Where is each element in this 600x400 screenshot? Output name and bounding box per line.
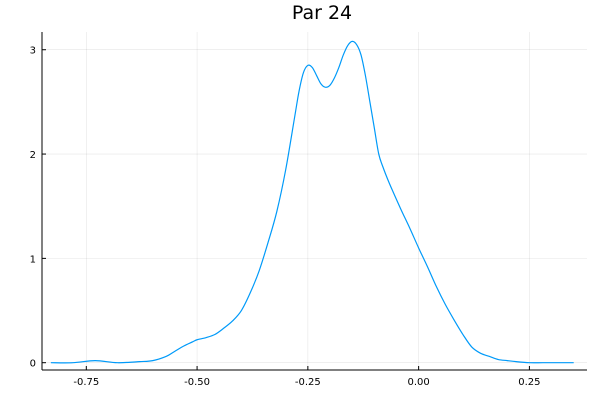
tick-labels: -0.75 -0.50 -0.25 0.00 0.25 0 1 2 3 — [30, 46, 541, 388]
y-tick-label: 1 — [30, 254, 36, 265]
y-tick-label: 3 — [30, 46, 36, 57]
density-line — [50, 40, 574, 364]
series-layer — [50, 40, 574, 364]
chart-title: Par 24 — [292, 2, 352, 24]
y-tick-label: 0 — [30, 359, 36, 370]
grid — [42, 32, 587, 370]
x-tick-label: -0.50 — [184, 377, 210, 388]
x-tick-label: 0.00 — [407, 377, 429, 388]
axes — [41, 32, 587, 371]
y-tick-label: 2 — [30, 150, 36, 161]
x-tick-label: -0.25 — [295, 377, 321, 388]
x-tick-label: 0.25 — [518, 377, 540, 388]
x-tick-label: -0.75 — [73, 377, 99, 388]
